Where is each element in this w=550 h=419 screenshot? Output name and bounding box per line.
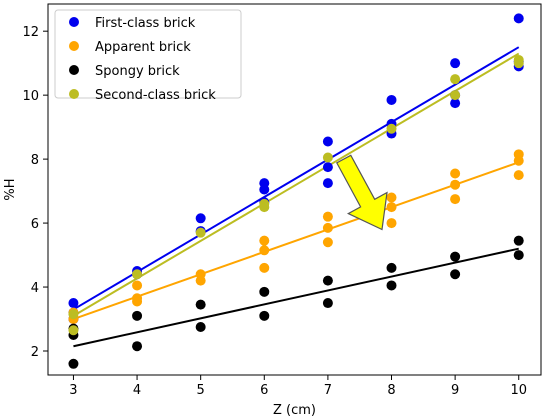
y-axis-label: %H <box>3 178 18 200</box>
y-tick-label: 12 <box>22 25 39 40</box>
legend-label-apparent-brick: Apparent brick <box>95 40 191 55</box>
y-tick-label: 2 <box>31 345 39 360</box>
point-first-class-brick <box>195 213 206 224</box>
point-second-class-brick <box>450 74 461 85</box>
point-spongy-brick <box>322 275 333 286</box>
point-apparent-brick <box>132 296 143 307</box>
point-apparent-brick <box>259 235 270 246</box>
point-spongy-brick <box>513 235 524 246</box>
y-tick-label: 6 <box>31 217 39 232</box>
y-tick-label: 10 <box>22 89 39 104</box>
point-spongy-brick <box>386 262 397 273</box>
point-apparent-brick <box>259 262 270 273</box>
point-apparent-brick <box>322 237 333 248</box>
legend-marker-apparent-brick <box>69 41 79 51</box>
legend-label-second-class-brick: Second-class brick <box>95 88 216 103</box>
point-apparent-brick <box>132 280 143 291</box>
point-second-class-brick <box>386 123 397 134</box>
point-apparent-brick <box>386 192 397 203</box>
point-spongy-brick <box>450 269 461 280</box>
point-apparent-brick <box>450 168 461 179</box>
legend-label-first-class-brick: First-class brick <box>95 16 196 31</box>
y-tick-label: 8 <box>31 153 39 168</box>
legend-marker-second-class-brick <box>69 89 79 99</box>
point-spongy-brick <box>132 341 143 352</box>
point-apparent-brick <box>513 170 524 181</box>
x-tick-label: 6 <box>260 383 268 398</box>
x-tick-label: 7 <box>324 383 332 398</box>
point-first-class-brick <box>386 94 397 105</box>
x-tick-label: 5 <box>197 383 205 398</box>
plot-frame <box>47 3 542 376</box>
x-axis-ticks: 3 4 5 6 7 8 9 10 <box>69 375 527 398</box>
point-apparent-brick <box>259 245 270 256</box>
legend-box <box>54 9 242 99</box>
y-axis-ticks: 2 4 6 8 10 12 <box>22 25 48 360</box>
point-spongy-brick <box>259 286 270 297</box>
data-points <box>68 13 524 369</box>
point-first-class-brick <box>259 184 270 195</box>
point-first-class-brick <box>322 136 333 147</box>
point-second-class-brick <box>513 58 524 69</box>
point-second-class-brick <box>68 325 79 336</box>
point-apparent-brick <box>386 202 397 213</box>
point-apparent-brick <box>513 155 524 166</box>
point-apparent-brick <box>450 194 461 205</box>
point-spongy-brick <box>450 251 461 262</box>
point-spongy-brick <box>259 310 270 321</box>
point-apparent-brick <box>450 179 461 190</box>
fit-line-spongy-brick <box>73 247 519 348</box>
point-second-class-brick <box>132 269 143 280</box>
x-tick-label: 10 <box>510 383 527 398</box>
point-first-class-brick <box>322 162 333 173</box>
arrow-annotation <box>335 154 388 231</box>
point-first-class-brick <box>450 98 461 109</box>
point-first-class-brick <box>513 13 524 24</box>
point-first-class-brick <box>322 178 333 189</box>
point-second-class-brick <box>68 309 79 320</box>
fit-lines <box>72 46 520 348</box>
point-spongy-brick <box>513 250 524 261</box>
fit-line-first-class-brick <box>72 46 520 311</box>
point-spongy-brick <box>195 322 206 333</box>
x-axis-label: Z (cm) <box>273 403 316 418</box>
point-apparent-brick <box>386 218 397 229</box>
point-apparent-brick <box>195 275 206 286</box>
point-apparent-brick <box>322 211 333 222</box>
point-spongy-brick <box>195 299 206 310</box>
x-tick-label: 9 <box>451 383 459 398</box>
point-spongy-brick <box>322 298 333 309</box>
x-tick-label: 8 <box>387 383 395 398</box>
legend-marker-first-class-brick <box>69 17 79 27</box>
point-first-class-brick <box>450 58 461 69</box>
x-tick-label: 4 <box>133 383 141 398</box>
point-spongy-brick <box>386 280 397 291</box>
point-spongy-brick <box>132 310 143 321</box>
x-tick-label: 3 <box>69 383 77 398</box>
y-tick-label: 4 <box>31 281 39 296</box>
legend: First-class brick Apparent brick Spongy br… <box>54 9 242 103</box>
point-first-class-brick <box>68 298 79 309</box>
legend-marker-spongy-brick <box>69 65 79 75</box>
legend-label-spongy-brick: Spongy brick <box>95 64 180 79</box>
point-spongy-brick <box>68 358 79 369</box>
point-second-class-brick <box>322 152 333 163</box>
point-second-class-brick <box>259 202 270 213</box>
fit-line-second-class-brick <box>72 52 520 317</box>
point-apparent-brick <box>322 222 333 233</box>
annotations <box>335 154 388 231</box>
point-second-class-brick <box>195 227 206 238</box>
fit-line-apparent-brick <box>73 161 520 320</box>
point-second-class-brick <box>450 90 461 101</box>
